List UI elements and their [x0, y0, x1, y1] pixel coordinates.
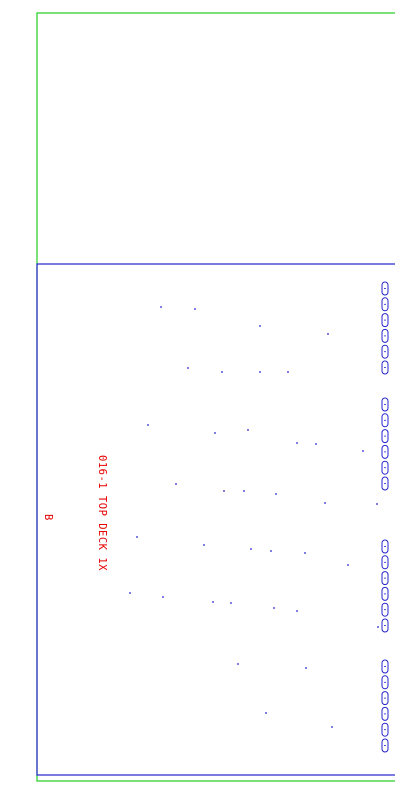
deck-panel-outline	[36, 263, 395, 776]
outer-frame	[36, 12, 395, 782]
mounting-slot	[381, 586, 389, 601]
drill-hole	[187, 367, 189, 369]
mounting-slot	[381, 602, 389, 617]
drill-hole	[212, 601, 214, 603]
mounting-slot	[381, 555, 389, 570]
drill-hole	[347, 564, 349, 566]
drill-holes	[129, 306, 379, 728]
mounting-slot	[381, 444, 389, 459]
drill-hole	[237, 663, 239, 665]
drill-hole	[331, 726, 333, 728]
mounting-slot	[381, 539, 389, 554]
mounting-slot	[381, 738, 389, 753]
mounting-slot	[381, 476, 389, 491]
mounting-slot	[381, 722, 389, 737]
drill-hole	[214, 432, 216, 434]
drill-hole	[247, 429, 249, 431]
mounting-slot	[381, 328, 389, 343]
drill-hole	[175, 483, 177, 485]
drill-hole	[265, 712, 267, 714]
drill-hole	[250, 548, 252, 550]
mounting-slot	[381, 313, 389, 328]
drill-hole	[129, 592, 131, 594]
mounting-slot	[381, 460, 389, 475]
drill-hole	[221, 371, 223, 373]
revision-letter: B	[42, 514, 54, 521]
drill-hole	[259, 325, 261, 327]
drill-hole	[324, 502, 326, 504]
drill-hole	[377, 626, 379, 628]
mounting-slot	[381, 360, 389, 375]
drill-hole	[376, 503, 378, 505]
drill-hole	[136, 536, 138, 538]
drill-hole	[162, 596, 164, 598]
drill-hole	[315, 443, 317, 445]
drill-hole	[243, 490, 245, 492]
drill-hole	[287, 371, 289, 373]
part-label: 016-1 TOP DECK 1X	[96, 455, 108, 571]
drill-hole	[230, 602, 232, 604]
mounting-slot	[381, 706, 389, 721]
mounting-slot	[381, 413, 389, 428]
mounting-slot	[381, 675, 389, 690]
drill-hole	[223, 490, 225, 492]
drill-hole	[275, 493, 277, 495]
mounting-slot	[381, 281, 389, 296]
drill-hole	[273, 607, 275, 609]
mounting-slot	[381, 659, 389, 674]
drill-hole	[270, 550, 272, 552]
mounting-slot	[381, 297, 389, 312]
mounting-slots	[381, 281, 389, 753]
drill-hole	[194, 308, 196, 310]
drill-hole	[296, 610, 298, 612]
drill-hole	[362, 450, 364, 452]
mounting-slot	[381, 618, 389, 633]
drill-hole	[305, 667, 307, 669]
drill-hole	[259, 371, 261, 373]
mounting-slot	[381, 429, 389, 444]
drill-hole	[147, 424, 149, 426]
mounting-slot	[381, 691, 389, 706]
drill-hole	[327, 333, 329, 335]
drill-hole	[304, 552, 306, 554]
mounting-slot	[381, 571, 389, 586]
drill-hole	[203, 544, 205, 546]
drill-hole	[296, 442, 298, 444]
mounting-slot	[381, 344, 389, 359]
mounting-slot	[381, 397, 389, 412]
drill-hole	[160, 306, 162, 308]
